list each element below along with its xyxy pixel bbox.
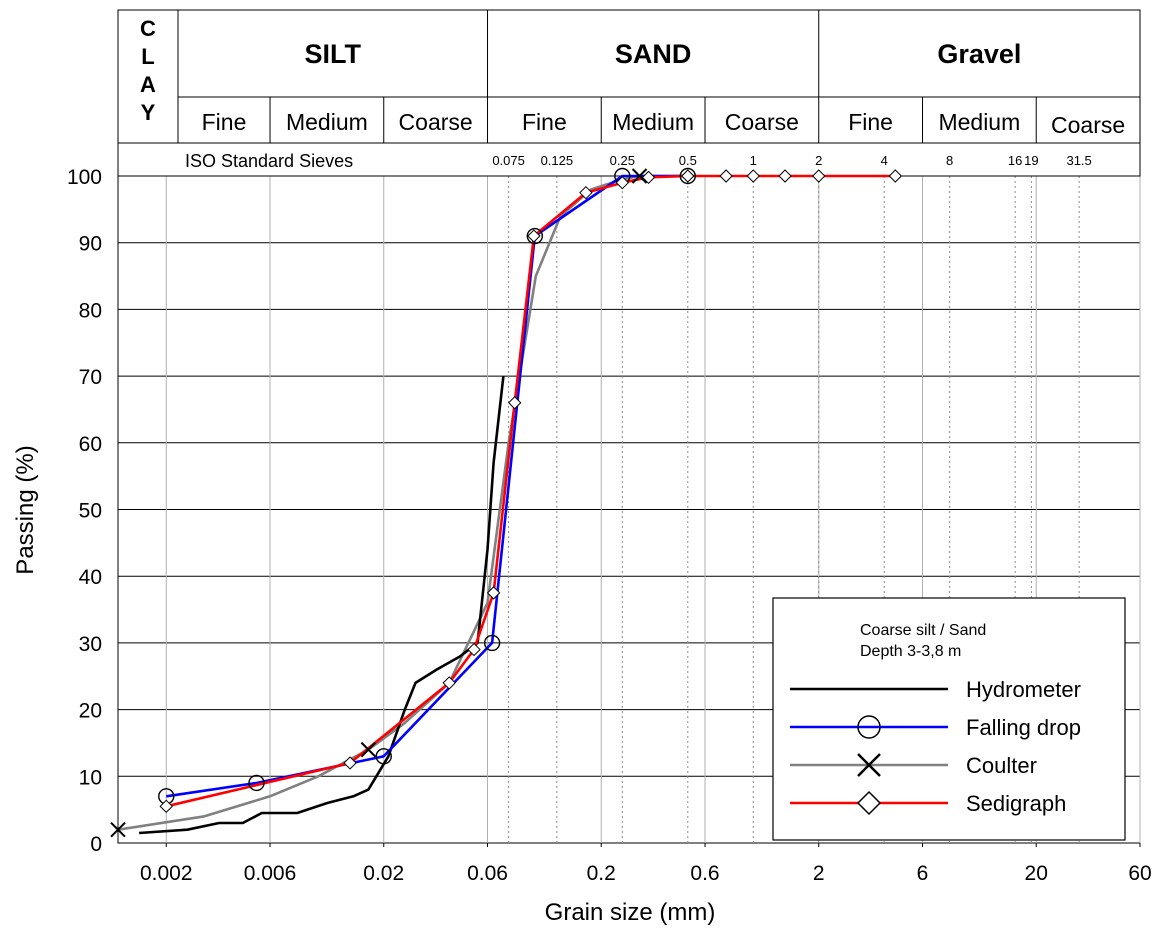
sieve-label: 0.25 [610, 153, 635, 168]
marker-sedigraph [888, 169, 903, 183]
subgroup-label: Fine [202, 109, 247, 135]
marker-sedigraph [343, 756, 357, 770]
marker-sedigraph [812, 169, 826, 183]
axes: Grain size (mm) Passing (%) 0 10 20 30 40 50 6… [12, 166, 1152, 926]
cross-stroke [857, 753, 881, 777]
group-label: SILT [305, 39, 362, 69]
clay-letter: Y [141, 100, 156, 125]
legend-entry-label: Coulter [966, 753, 1037, 778]
group-label: Gravel [937, 39, 1021, 69]
x-tick-label: 0.2 [587, 862, 616, 885]
sieve-label: 0.075 [492, 153, 525, 168]
y-tick-label: 0 [90, 833, 102, 856]
y-tick-label: 30 [79, 633, 102, 656]
marker-falling-drop [375, 748, 392, 765]
marker-sedigraph [719, 169, 733, 183]
x-tick-label: 2 [813, 862, 825, 885]
cross-stroke [360, 741, 377, 758]
y-tick-label: 20 [79, 700, 102, 723]
marker-sedigraph [442, 676, 456, 690]
marker-coulter [110, 821, 126, 838]
y-tick-label: 90 [79, 233, 102, 256]
x-tick-label: 0.002 [140, 862, 193, 885]
sieve-label: 31.5 [1066, 153, 1091, 168]
legend-title: Coarse silt / Sand [860, 622, 986, 639]
x-tick-label: 6 [917, 862, 929, 885]
group-label: SAND [615, 39, 692, 69]
series-line-sedigraph [166, 174, 896, 808]
legend-marker-sedigraph [856, 790, 882, 816]
subgroup-label: Medium [612, 109, 694, 135]
clay-letter: A [140, 72, 156, 97]
cross-stroke [110, 821, 126, 838]
sieve-label: 16 [1008, 153, 1022, 168]
subgroup-label: Coarse [399, 109, 473, 135]
series-markers [110, 167, 903, 838]
sieve-label: 1 [750, 153, 757, 168]
subgroup-label: Coarse [1051, 112, 1125, 138]
x-tick-label: 60 [1128, 862, 1151, 885]
marker-falling-drop [483, 634, 501, 652]
marker-sedigraph [641, 170, 656, 185]
y-tick-label: 10 [79, 766, 102, 789]
y-tick-label: 70 [79, 366, 102, 389]
sieve-label: 0.125 [541, 153, 574, 168]
marker-sedigraph [486, 586, 501, 600]
legend-box [772, 597, 1126, 841]
legend-marker-falling-drop [857, 715, 881, 739]
sieve-label: 8 [946, 153, 953, 168]
series-line-coulter [117, 174, 688, 831]
y-tick-label: 50 [79, 500, 102, 523]
sieve-label: 4 [881, 153, 888, 168]
legend-marker-coulter [857, 753, 881, 777]
x-tick-label: 0.02 [363, 862, 404, 885]
marker-coulter [631, 168, 648, 184]
marker-sedigraph [681, 169, 695, 183]
subgroup-label: Medium [938, 109, 1020, 135]
marker-sedigraph [579, 185, 593, 200]
y-tick-label: 60 [79, 433, 102, 456]
legend-entry-label: Falling drop [966, 715, 1081, 740]
y-tick-label: 100 [67, 166, 102, 189]
marker-sedigraph [507, 396, 522, 410]
sieve-label: 2 [815, 153, 822, 168]
marker-sedigraph [778, 169, 792, 183]
legend: Coarse silt / Sand Depth 3-3,8 m Hydromete… [772, 597, 1126, 841]
x-axis-label: Grain size (mm) [545, 899, 716, 926]
legend-entry-label: Sedigraph [966, 791, 1066, 816]
subgroup-label: Fine [848, 109, 893, 135]
marker-coulter [360, 741, 377, 758]
y-tick-label: 80 [79, 299, 102, 322]
x-tick-label: 0.006 [244, 862, 297, 885]
cross-stroke [631, 168, 648, 184]
marker-sedigraph [467, 642, 481, 657]
clay-letter: L [141, 44, 154, 69]
clay-letter: C [140, 16, 156, 41]
marker-sedigraph [527, 229, 541, 243]
series-line-hydrometer [139, 375, 505, 835]
legend-entry-label: Hydrometer [966, 677, 1081, 702]
sieve-label: 0.5 [679, 153, 697, 168]
marker-sedigraph [615, 175, 630, 190]
x-tick-label: 0.6 [690, 862, 719, 885]
subgroup-label: Medium [286, 109, 368, 135]
x-tick-label: 0.06 [467, 862, 508, 885]
marker-falling-drop [679, 167, 696, 185]
marker-sedigraph [159, 799, 173, 814]
legend-title: Depth 3-3,8 m [860, 643, 961, 660]
sieve-label: 19 [1024, 153, 1038, 168]
marker-sedigraph [746, 169, 760, 183]
marker-falling-drop [248, 774, 265, 792]
y-tick-label: 40 [79, 566, 102, 589]
subgroup-label: Fine [522, 109, 567, 135]
y-axis-label: Passing (%) [12, 445, 39, 574]
x-tick-label: 20 [1025, 862, 1048, 885]
subgroup-label: Coarse [725, 109, 799, 135]
sieve-title: ISO Standard Sieves [185, 151, 353, 171]
